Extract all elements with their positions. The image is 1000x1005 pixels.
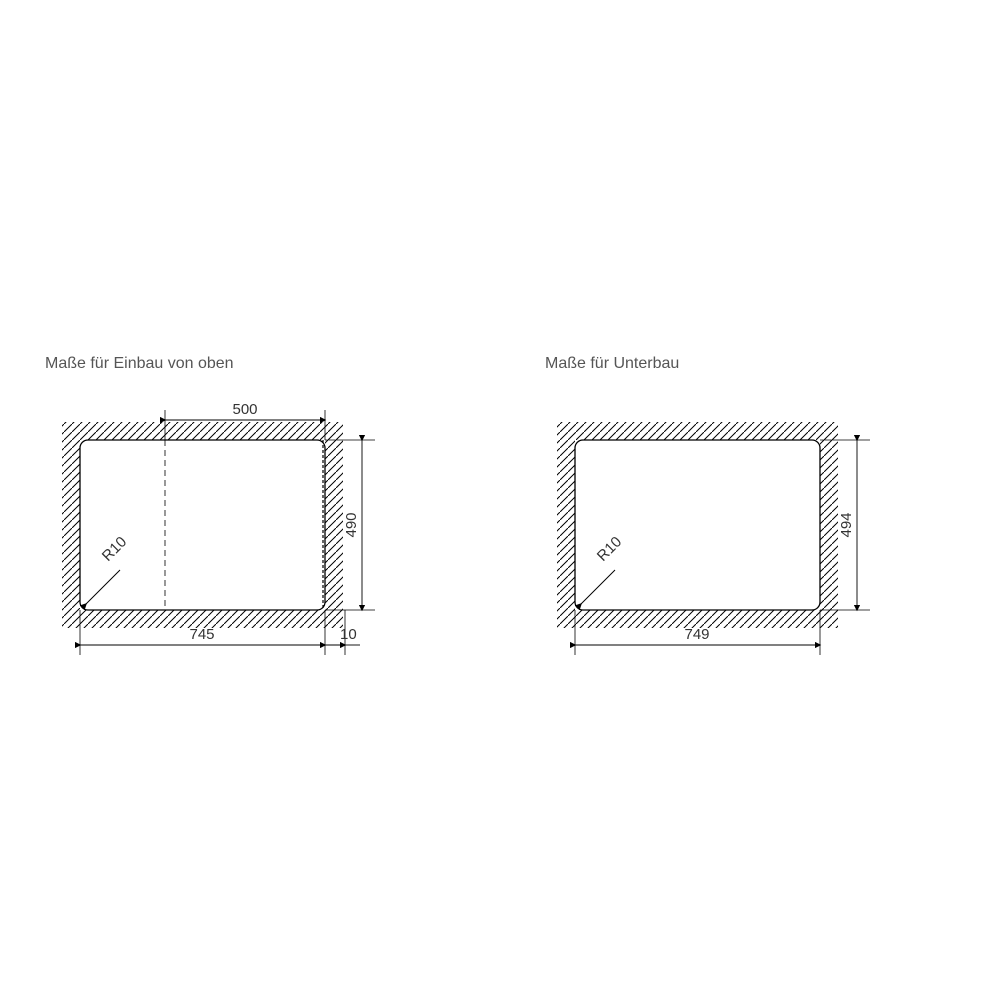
left-cutout-rect — [80, 440, 325, 610]
left-radius-label: R10 — [99, 533, 130, 564]
left-diagram-title: Maße für Einbau von oben — [45, 355, 234, 373]
left-diagram: R10 500 490 745 10 — [62, 401, 375, 655]
right-diagram: R10 494 749 — [557, 422, 870, 655]
right-diagram-title: Maße für Unterbau — [545, 355, 679, 373]
right-hatch-border — [557, 422, 838, 628]
right-radius-leader — [581, 570, 615, 604]
left-radius-leader — [86, 570, 120, 604]
right-right-dim-label: 494 — [838, 512, 855, 537]
right-bottom-dim-label: 749 — [684, 626, 709, 643]
left-top-dim-label: 500 — [232, 401, 257, 418]
right-cutout-rect — [575, 440, 820, 610]
left-hatch-border — [62, 422, 343, 628]
left-right-dim-label: 490 — [343, 512, 360, 537]
left-bottom-dim-small-label: 10 — [340, 626, 357, 643]
left-bottom-dim-main-label: 745 — [189, 626, 214, 643]
diagram-canvas: R10 500 490 745 10 — [0, 0, 1000, 1000]
right-radius-label: R10 — [594, 533, 625, 564]
